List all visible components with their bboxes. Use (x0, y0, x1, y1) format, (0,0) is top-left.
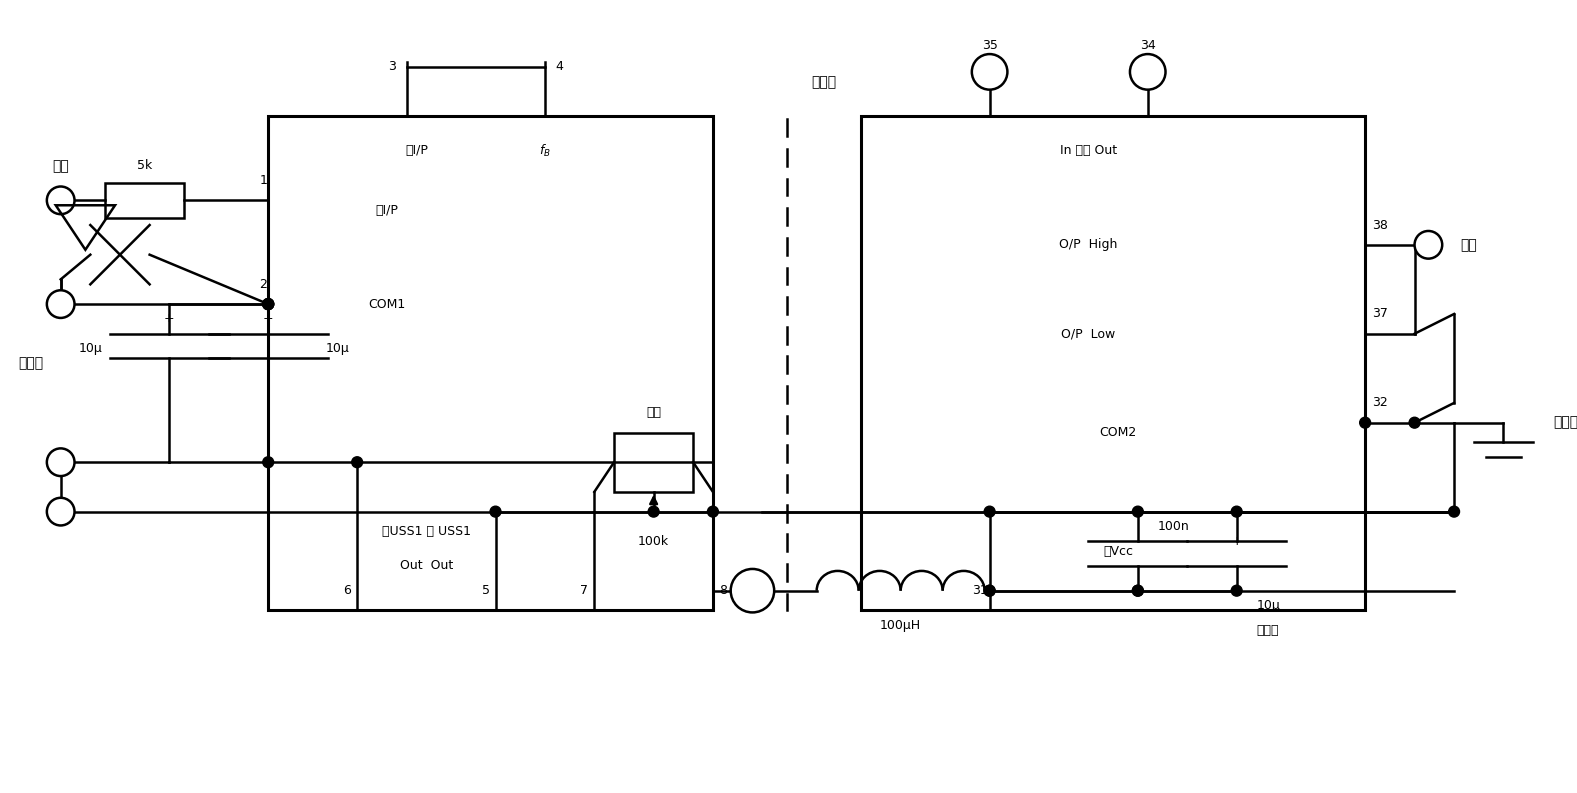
Circle shape (1359, 417, 1370, 428)
Text: 输入地: 输入地 (19, 356, 44, 370)
Circle shape (1132, 585, 1143, 596)
Circle shape (984, 506, 995, 517)
Circle shape (263, 299, 274, 309)
Text: 10μ: 10μ (79, 342, 103, 355)
Text: 35: 35 (981, 39, 998, 52)
Circle shape (1132, 506, 1143, 517)
Text: 37: 37 (1372, 308, 1388, 320)
Bar (861, 117, 1366, 611)
Circle shape (1232, 585, 1243, 596)
Circle shape (984, 585, 995, 596)
Text: 10μ: 10μ (325, 342, 349, 355)
Circle shape (352, 457, 363, 468)
Text: （钽）: （钽） (1257, 624, 1279, 637)
Bar (407, 67, 546, 117)
Text: +: + (263, 312, 273, 325)
Text: 5: 5 (481, 584, 489, 597)
Text: 4: 4 (555, 60, 563, 74)
Circle shape (1449, 506, 1460, 517)
Text: 38: 38 (1372, 219, 1388, 232)
Text: Out  Out: Out Out (399, 560, 453, 573)
Circle shape (263, 299, 274, 309)
Text: 32: 32 (1372, 396, 1388, 409)
Circle shape (47, 498, 74, 526)
Text: COM1: COM1 (367, 297, 405, 311)
Text: $f_B$: $f_B$ (539, 143, 550, 159)
Text: 6: 6 (344, 584, 352, 597)
Circle shape (730, 569, 774, 612)
Text: 输出地: 输出地 (1553, 416, 1577, 430)
Text: 输入: 输入 (52, 159, 69, 173)
Text: 输出: 输出 (1460, 238, 1478, 252)
Circle shape (1410, 417, 1419, 428)
Text: 31: 31 (971, 584, 987, 597)
Bar (613, 432, 694, 492)
Circle shape (708, 506, 719, 517)
Text: 2: 2 (259, 278, 267, 291)
Circle shape (263, 299, 274, 309)
Circle shape (971, 54, 1008, 90)
Text: 100n: 100n (1158, 520, 1189, 533)
Text: 100μH: 100μH (880, 619, 921, 632)
Bar (106, 182, 185, 218)
Circle shape (47, 186, 74, 214)
Text: O/P  Low: O/P Low (1061, 328, 1115, 340)
Circle shape (47, 290, 74, 318)
Text: 8: 8 (719, 584, 727, 597)
Circle shape (1415, 231, 1443, 259)
Text: ＋USS1 － USS1: ＋USS1 － USS1 (382, 525, 472, 538)
Bar (268, 117, 713, 611)
Circle shape (490, 506, 501, 517)
Text: 隔离层: 隔离层 (812, 75, 837, 89)
Circle shape (263, 299, 274, 309)
Text: 5k: 5k (137, 159, 153, 172)
Text: 3: 3 (388, 60, 396, 74)
Text: O/P  High: O/P High (1060, 239, 1118, 251)
Text: ＋I/P: ＋I/P (375, 204, 399, 216)
Circle shape (648, 506, 659, 517)
Text: 10μ: 10μ (1257, 599, 1281, 612)
Text: In 时钟 Out: In 时钟 Out (1060, 144, 1117, 158)
Circle shape (1132, 585, 1143, 596)
Text: 调零: 调零 (647, 406, 661, 419)
Circle shape (1131, 54, 1165, 90)
Circle shape (1232, 506, 1243, 517)
Text: －I/P: －I/P (405, 144, 427, 158)
Text: ＋Vcc: ＋Vcc (1102, 545, 1134, 557)
Text: 7: 7 (580, 584, 588, 597)
Text: +: + (164, 312, 175, 325)
Text: +: + (1232, 534, 1243, 548)
Text: COM2: COM2 (1099, 426, 1137, 439)
Circle shape (47, 448, 74, 476)
Circle shape (263, 457, 274, 468)
Circle shape (984, 585, 995, 596)
Text: 1: 1 (259, 174, 267, 187)
Text: 100k: 100k (639, 534, 669, 548)
Text: 34: 34 (1140, 39, 1156, 52)
